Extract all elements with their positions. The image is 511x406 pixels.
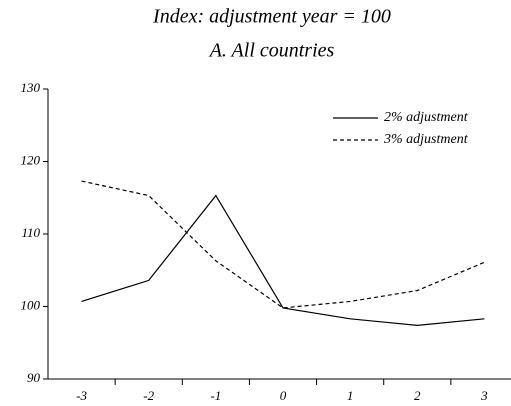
data-line	[81, 180, 485, 309]
chart-subtitle: A. All countries	[208, 40, 335, 62]
x-tick-label: 1	[347, 388, 354, 403]
y-tick-label: 100	[21, 297, 41, 312]
x-tick-label: 3	[480, 388, 488, 403]
legend-label: 2% adjustment	[384, 110, 469, 125]
x-tick-label: 0	[280, 388, 287, 403]
x-tick-label: 2	[414, 388, 421, 403]
x-tick-label: -2	[143, 388, 154, 403]
y-tick-label: 130	[21, 80, 41, 95]
chart-title: Index: adjustment year = 100	[152, 6, 391, 28]
legend-label: 3% adjustment	[383, 132, 469, 147]
x-tick-label: -3	[76, 388, 87, 403]
y-tick-label: 90	[27, 370, 41, 385]
x-tick-label: -1	[210, 388, 221, 403]
data-line	[81, 194, 485, 326]
y-tick-label: 120	[21, 152, 41, 167]
y-tick-label: 110	[21, 225, 40, 240]
